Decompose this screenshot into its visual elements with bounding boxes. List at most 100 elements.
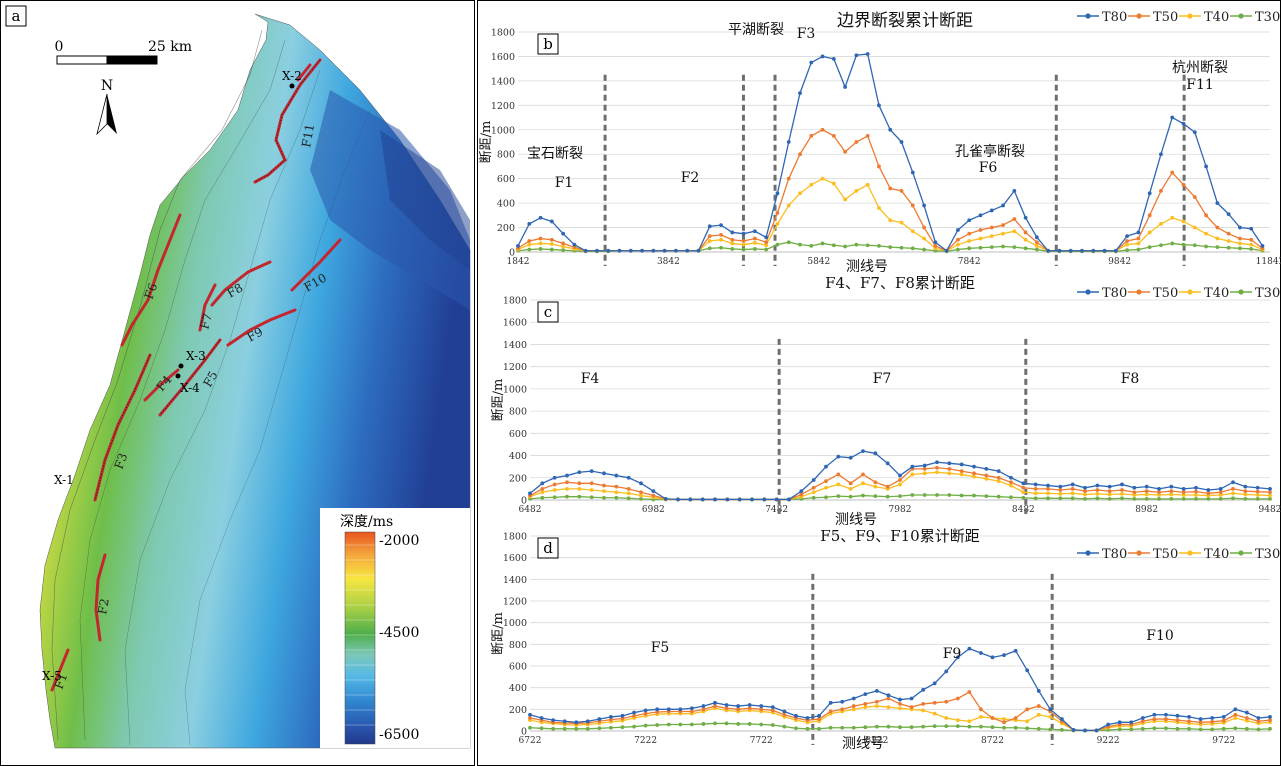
data-point-T40 bbox=[1034, 243, 1039, 248]
y-tick-label: 1400 bbox=[491, 76, 515, 87]
data-point-T30 bbox=[990, 725, 995, 730]
data-point-T50 bbox=[1001, 223, 1005, 228]
data-point-T80 bbox=[565, 473, 569, 478]
data-point-T80 bbox=[1095, 483, 1100, 488]
data-point-T50 bbox=[888, 186, 893, 191]
data-point-T80 bbox=[1244, 710, 1249, 715]
data-point-T40 bbox=[1002, 717, 1006, 721]
data-point-T30 bbox=[1129, 727, 1134, 732]
data-point-T80 bbox=[620, 713, 625, 718]
data-point-T30 bbox=[1169, 496, 1174, 501]
well-label-x4: X-4 bbox=[180, 381, 200, 395]
data-point-T80 bbox=[688, 497, 693, 502]
data-point-T30 bbox=[978, 245, 983, 250]
data-point-T50 bbox=[540, 486, 545, 491]
data-point-T40 bbox=[861, 481, 865, 486]
data-point-T40 bbox=[1058, 491, 1063, 496]
legend-label-T30: T30 bbox=[1255, 547, 1280, 562]
data-point-T30 bbox=[1175, 726, 1180, 731]
data-point-T40 bbox=[972, 474, 976, 479]
y-tick-label: 1200 bbox=[491, 101, 515, 112]
legend-marker-T50 bbox=[1136, 550, 1142, 556]
data-point-T40 bbox=[1181, 219, 1186, 224]
chart-c: 0 200 400 600 800 1000 1200 1400 1600 1800 6482 698… bbox=[491, 274, 1281, 528]
data-point-T50 bbox=[967, 231, 972, 236]
legend-label-T30: T30 bbox=[1255, 286, 1280, 301]
data-point-T50 bbox=[1198, 720, 1203, 725]
data-point-T80 bbox=[786, 140, 791, 144]
data-point-T40 bbox=[956, 242, 960, 247]
data-point-T40 bbox=[786, 203, 791, 208]
data-point-T30 bbox=[1249, 247, 1254, 251]
data-point-T50 bbox=[843, 149, 848, 154]
data-point-T50 bbox=[736, 707, 741, 712]
data-point-T30 bbox=[782, 724, 787, 729]
data-point-T80 bbox=[1113, 248, 1118, 253]
data-point-T50 bbox=[565, 480, 569, 485]
x-tick-label: 6482 bbox=[519, 505, 542, 515]
data-point-T30 bbox=[1218, 496, 1223, 501]
y-tick-label: 200 bbox=[509, 705, 527, 716]
data-point-T40 bbox=[1023, 237, 1028, 242]
y-tick-label: 800 bbox=[509, 640, 527, 651]
data-point-T50 bbox=[944, 699, 949, 704]
data-point-T40 bbox=[1136, 241, 1141, 246]
data-point-T50 bbox=[782, 712, 787, 717]
y-tick-label: 400 bbox=[497, 199, 515, 210]
legend-label-T80: T80 bbox=[1102, 10, 1127, 25]
data-point-T80 bbox=[932, 681, 937, 686]
data-point-T30 bbox=[1012, 245, 1017, 250]
fault-trace-f10 bbox=[290, 238, 342, 292]
data-point-T30 bbox=[1132, 496, 1137, 501]
data-point-T30 bbox=[589, 495, 594, 500]
data-point-T50 bbox=[1013, 716, 1018, 720]
data-point-T50 bbox=[651, 493, 656, 498]
data-point-T80 bbox=[713, 497, 717, 502]
data-point-T80 bbox=[1025, 668, 1030, 673]
y-tick-label: 0 bbox=[521, 727, 527, 738]
data-point-T40 bbox=[1238, 241, 1242, 246]
y-tick-label: 1200 bbox=[503, 597, 527, 608]
data-point-T40 bbox=[851, 707, 856, 712]
data-point-T50 bbox=[639, 490, 643, 495]
data-point-T40 bbox=[922, 471, 927, 476]
data-point-T40 bbox=[1001, 231, 1005, 236]
data-point-T30 bbox=[861, 493, 865, 498]
data-point-T50 bbox=[799, 492, 804, 497]
data-point-T50 bbox=[752, 236, 757, 241]
legend-marker-T40 bbox=[1187, 550, 1193, 556]
data-point-T50 bbox=[724, 706, 729, 711]
data-point-T80 bbox=[724, 703, 729, 707]
depth-legend-tick: -2000 bbox=[379, 533, 419, 549]
data-point-T30 bbox=[1198, 727, 1203, 732]
well-label-x5: X-5 bbox=[42, 669, 62, 683]
data-point-T50 bbox=[1034, 240, 1039, 245]
data-point-T80 bbox=[1102, 248, 1107, 253]
data-point-T40 bbox=[1095, 491, 1100, 496]
data-point-T40 bbox=[863, 705, 868, 710]
data-point-T50 bbox=[978, 228, 983, 232]
data-point-T80 bbox=[861, 449, 865, 454]
fault-trace-f4 bbox=[143, 368, 180, 402]
data-point-T40 bbox=[1070, 491, 1075, 496]
data-point-T80 bbox=[836, 454, 841, 459]
data-point-T50 bbox=[848, 481, 853, 486]
data-point-T30 bbox=[764, 247, 769, 252]
x-tick-label: 8982 bbox=[1135, 505, 1158, 515]
data-point-T80 bbox=[589, 469, 594, 474]
data-point-T50 bbox=[1002, 720, 1006, 725]
data-point-T50 bbox=[877, 164, 881, 169]
data-point-T80 bbox=[972, 464, 976, 469]
data-point-T50 bbox=[959, 469, 964, 474]
data-point-T30 bbox=[747, 722, 752, 726]
data-point-T30 bbox=[1144, 496, 1149, 501]
map-contour-3 bbox=[124, 69, 321, 746]
data-point-T50 bbox=[1009, 480, 1013, 485]
data-point-T50 bbox=[1033, 486, 1038, 491]
data-point-T30 bbox=[996, 494, 1001, 499]
data-point-T30 bbox=[921, 724, 926, 729]
map-contour-2 bbox=[79, 39, 286, 741]
data-point-T30 bbox=[1009, 495, 1013, 500]
data-point-T50 bbox=[854, 140, 859, 144]
data-point-T50 bbox=[1046, 486, 1050, 491]
